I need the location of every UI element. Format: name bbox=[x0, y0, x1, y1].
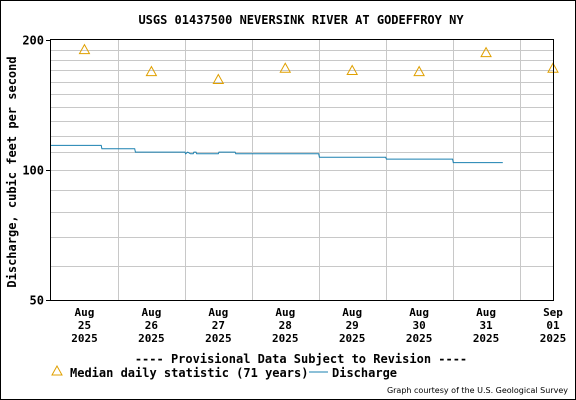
median-marker bbox=[145, 65, 158, 77]
y-axis: 50 100 200 bbox=[22, 34, 51, 308]
x-tick-label: 27 bbox=[212, 319, 225, 332]
provisional-notice: ---- Provisional Data Subject to Revisio… bbox=[135, 352, 467, 366]
y-tick-label: 100 bbox=[22, 164, 44, 178]
x-tick-label: 2025 bbox=[540, 332, 567, 345]
x-tick-label: 29 bbox=[346, 319, 359, 332]
y-tick-label: 50 bbox=[30, 294, 44, 308]
x-tick-label: 31 bbox=[479, 319, 493, 332]
x-tick-label: 2025 bbox=[272, 332, 299, 345]
x-tick-label: Sep bbox=[543, 306, 563, 319]
median-marker bbox=[212, 73, 225, 85]
x-tick-label: 2025 bbox=[71, 332, 98, 345]
credit-note: Graph courtesy of the U.S. Geological Su… bbox=[387, 386, 568, 395]
legend-median-label: Median daily statistic (71 years) bbox=[70, 366, 308, 380]
y-axis-label: Discharge, cubic feet per second bbox=[5, 56, 19, 287]
x-tick-label: 26 bbox=[145, 319, 159, 332]
x-tick-label: 2025 bbox=[406, 332, 433, 345]
x-tick-label: 2025 bbox=[205, 332, 232, 345]
x-tick-label: 25 bbox=[78, 319, 91, 332]
chart-title: USGS 01437500 NEVERSINK RIVER AT GODEFFR… bbox=[138, 13, 464, 27]
x-tick-label: 2025 bbox=[138, 332, 165, 345]
x-tick-label: 30 bbox=[413, 319, 426, 332]
x-tick-label: Aug bbox=[141, 306, 161, 319]
x-tick-label: Aug bbox=[275, 306, 295, 319]
x-tick-label: 2025 bbox=[339, 332, 366, 345]
median-marker bbox=[480, 46, 492, 58]
x-tick-label: 28 bbox=[279, 319, 292, 332]
y-tick-label: 200 bbox=[22, 34, 44, 48]
legend-discharge-label: Discharge bbox=[332, 366, 397, 380]
grid-lines bbox=[51, 40, 553, 300]
x-tick-label: Aug bbox=[342, 306, 362, 319]
x-tick-label: Aug bbox=[75, 306, 95, 319]
median-marker bbox=[279, 62, 292, 73]
x-tick-label: 2025 bbox=[473, 332, 500, 345]
discharge-line bbox=[51, 144, 503, 164]
legend: Median daily statistic (71 years) Discha… bbox=[51, 364, 397, 380]
x-tick-label: 01 bbox=[546, 319, 560, 332]
median-marker bbox=[78, 43, 91, 55]
median-marker bbox=[413, 65, 425, 77]
x-tick-label: Aug bbox=[409, 306, 429, 319]
x-tick-label: Aug bbox=[208, 306, 228, 319]
x-axis: Aug252025Aug262025Aug272025Aug282025Aug2… bbox=[71, 306, 566, 345]
median-marker bbox=[346, 64, 359, 75]
series-layer bbox=[51, 43, 559, 164]
legend-triangle-marker bbox=[51, 364, 63, 376]
x-tick-label: Aug bbox=[476, 306, 496, 319]
